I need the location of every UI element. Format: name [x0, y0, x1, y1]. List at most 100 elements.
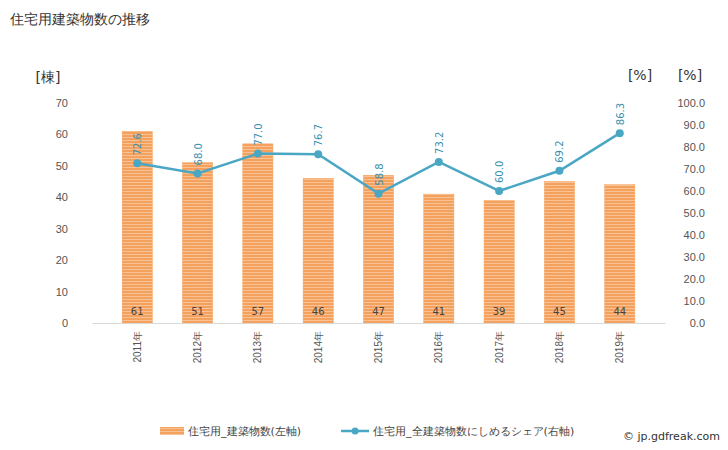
- x-tick-label: 2012年: [192, 331, 203, 363]
- y-tick: 60: [56, 128, 92, 140]
- data-labels: 61515746474139454472.668.077.076.758.873…: [131, 103, 626, 317]
- point: [254, 150, 262, 158]
- x-tick: 2014年: [313, 323, 324, 363]
- line-label: 60.0: [494, 161, 505, 183]
- y2-tick-label: 50.0: [684, 207, 705, 219]
- x-tick-label: 2015年: [373, 331, 384, 363]
- y2-axis: 0.0 10.0 20.0 30.0 40.0 50.0 60.0 70.0 80.0 90.0 1…: [665, 97, 705, 329]
- legend-item: 住宅用_建築物数(左軸): [160, 425, 301, 438]
- y-tick: 50: [56, 160, 92, 172]
- line-label: 72.6: [132, 133, 143, 155]
- y-tick: 10: [56, 286, 92, 298]
- bar-label: 47: [372, 306, 385, 317]
- source: © jp.gdfreak.com: [623, 430, 720, 443]
- y-tick-label: 70: [56, 97, 68, 109]
- bar: [484, 200, 514, 323]
- point: [495, 187, 503, 195]
- y-tick-label: 30: [56, 223, 68, 235]
- point: [133, 159, 141, 167]
- y2-tick-label: 40.0: [684, 229, 705, 241]
- bar: [303, 178, 333, 323]
- point: [314, 150, 322, 158]
- line-label: 76.7: [313, 124, 324, 146]
- y-tick-label: 20: [56, 254, 68, 266]
- line-label: 58.8: [374, 163, 385, 185]
- x-tick: 2018年: [554, 323, 565, 363]
- x-tick: 2019年: [614, 323, 625, 363]
- point: [435, 158, 443, 166]
- y2-tick: 40.0: [665, 229, 705, 241]
- y-tick-label: 40: [56, 191, 68, 203]
- bar: [424, 194, 454, 323]
- legend-label: 住宅用_建築物数(左軸): [188, 425, 301, 438]
- bar: [182, 163, 212, 323]
- point: [194, 169, 202, 177]
- x-tick-label: 2013年: [252, 331, 263, 363]
- y-axis-line: [92, 104, 93, 324]
- y-axis-title: [棟]: [36, 69, 61, 85]
- y2-tick-label: 90.0: [684, 119, 705, 131]
- x-axis-line: [93, 323, 666, 324]
- y-tick-label: 0: [62, 317, 68, 329]
- plot-area: [122, 129, 635, 323]
- y-tick-label: 50: [56, 160, 68, 172]
- legend-marker: [352, 428, 359, 435]
- bar-label: 44: [613, 306, 626, 317]
- y2-tick-label: 70.0: [684, 163, 705, 175]
- y2-tick-label: 30.0: [684, 251, 705, 263]
- bar-label: 45: [553, 306, 566, 317]
- bar-label: 61: [131, 306, 144, 317]
- x-tick-label: 2016年: [433, 331, 444, 363]
- point: [555, 167, 563, 175]
- line: [137, 133, 620, 194]
- x-tick: 2011年: [132, 323, 143, 363]
- legend-swatch: [160, 427, 184, 435]
- line-label: 77.0: [253, 123, 264, 145]
- bar-label: 46: [312, 306, 325, 317]
- y2-tick-label: 60.0: [684, 185, 705, 197]
- legend-item: 住宅用_全建築物数にしめるシェア(右軸): [341, 425, 574, 438]
- y-tick-label: 60: [56, 128, 68, 140]
- bar-label: 57: [252, 306, 265, 317]
- bar: [605, 185, 635, 323]
- y2-tick-label: 10.0: [684, 295, 705, 307]
- x-tick: 2012年: [192, 323, 203, 363]
- y2-tick: 30.0: [665, 251, 705, 263]
- y-axis: 0 10 20 30 40 50 60 70: [56, 97, 93, 329]
- x-tick: 2013年: [252, 323, 263, 363]
- x-tick-label: 2017年: [494, 331, 505, 363]
- line-label: 73.2: [434, 132, 445, 154]
- line-label: 68.0: [193, 143, 204, 165]
- legend-label: 住宅用_全建築物数にしめるシェア(右軸): [373, 425, 574, 438]
- x-tick-label: 2019年: [614, 331, 625, 363]
- y2-axis-line: [665, 104, 666, 324]
- x-tick-label: 2018年: [554, 331, 565, 363]
- y2-tick-label: 80.0: [684, 141, 705, 153]
- y-tick: 40: [56, 191, 92, 203]
- x-tick: 2016年: [433, 323, 444, 363]
- chart: 住宅用建築物数の推移 [棟] [%] [%] 0 10 20 30 40 50 60 70 0.0 10.…: [0, 0, 728, 450]
- y2-tick: 10.0: [665, 295, 705, 307]
- y2-tick: 0.0: [665, 317, 705, 329]
- y-tick: 0: [62, 317, 92, 329]
- y2-tick-label: 100.0: [677, 97, 705, 109]
- annotation: [%]: [628, 67, 652, 83]
- x-axis: 2011年 2012年 2013年 2014年 2015年 2016年 2017年 2018年…: [93, 323, 666, 363]
- bar: [122, 131, 152, 323]
- bar-label: 41: [432, 306, 445, 317]
- x-tick: 2015年: [373, 323, 384, 363]
- y2-axis-title: [%]: [678, 67, 702, 83]
- title: 住宅用建築物数の推移: [9, 11, 150, 27]
- y2-tick: 50.0: [665, 207, 705, 219]
- point: [375, 190, 383, 198]
- bar: [243, 144, 273, 323]
- y2-tick: 70.0: [665, 163, 705, 175]
- line-label: 69.2: [554, 140, 565, 162]
- bar: [544, 182, 574, 323]
- y2-tick: 100.0: [665, 97, 705, 109]
- bar-label: 39: [493, 306, 506, 317]
- y2-tick-label: 20.0: [684, 273, 705, 285]
- bar: [363, 175, 393, 323]
- x-tick: 2017年: [494, 323, 505, 363]
- point: [616, 129, 624, 137]
